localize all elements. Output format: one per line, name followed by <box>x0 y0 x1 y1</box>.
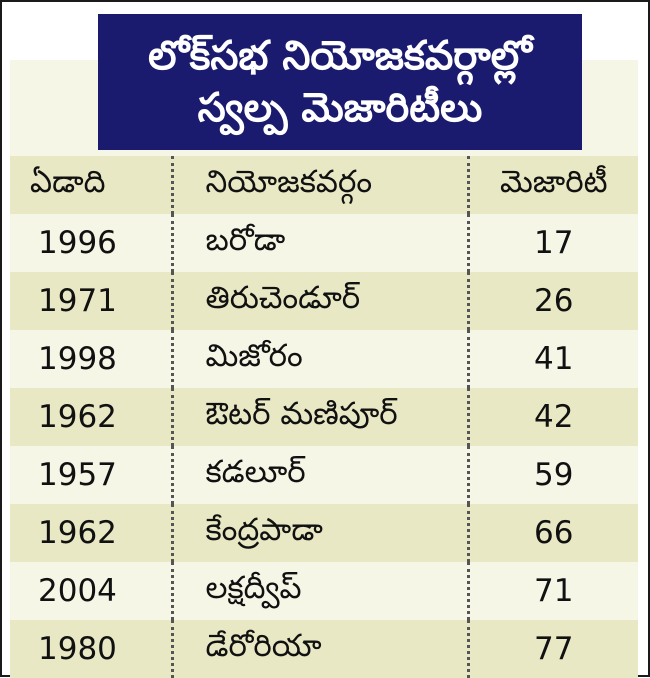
table-row: 1962 కేంద్రపాడా 66 <box>10 504 638 562</box>
cell-majority: 26 <box>466 272 638 330</box>
cell-majority: 41 <box>466 330 638 388</box>
cell-constituency: ఔటర్ మణిపూర్ <box>170 388 468 446</box>
table-row: 1971 తిరుచెండూర్ 26 <box>10 272 638 330</box>
cell-year: 1957 <box>10 446 172 504</box>
cell-year: 1996 <box>10 214 172 272</box>
cell-year: 1962 <box>10 388 172 446</box>
cell-year: 1971 <box>10 272 172 330</box>
cell-constituency: కడలూర్ <box>170 446 468 504</box>
table-header-row: ఏడాది నియోజకవర్గం మెజారిటీ <box>10 156 638 214</box>
header-majority: మెజారిటీ <box>466 156 638 214</box>
cell-constituency: తిరుచెండూర్ <box>170 272 468 330</box>
table-row: 1998 మిజోరం 41 <box>10 330 638 388</box>
title-line-2: స్వల్ప మెజారిటీలు <box>197 85 483 131</box>
cell-year: 1998 <box>10 330 172 388</box>
header-constituency: నియోజకవర్గం <box>170 156 468 214</box>
cell-constituency: కేంద్రపాడా <box>170 504 468 562</box>
cell-majority: 17 <box>466 214 638 272</box>
table-row: 1957 కడలూర్ 59 <box>10 446 638 504</box>
cell-year: 1962 <box>10 504 172 562</box>
cell-majority: 71 <box>466 562 638 620</box>
title-box: లోక్‌సభ నియోజకవర్గాల్లో స్వల్ప మెజారిటీల… <box>98 14 582 150</box>
cell-constituency: బరోడా <box>170 214 468 272</box>
table-row: 1996 బరోడా 17 <box>10 214 638 272</box>
table-row: 2004 లక్షద్వీప్ 71 <box>10 562 638 620</box>
cell-constituency: మిజోరం <box>170 330 468 388</box>
header-year: ఏడాది <box>10 156 172 214</box>
majority-table: ఏడాది నియోజకవర్గం మెజారిటీ 1996 బరోడా 17… <box>10 156 638 678</box>
cell-majority: 59 <box>466 446 638 504</box>
cell-constituency: డేరోరియా <box>170 620 468 678</box>
cell-year: 2004 <box>10 562 172 620</box>
cell-majority: 42 <box>466 388 638 446</box>
title-line-1: లోక్‌సభ నియోజకవర్గాల్లో <box>148 33 532 79</box>
table-row: 1962 ఔటర్ మణిపూర్ 42 <box>10 388 638 446</box>
cell-majority: 77 <box>466 620 638 678</box>
cell-majority: 66 <box>466 504 638 562</box>
cell-constituency: లక్షద్వీప్ <box>170 562 468 620</box>
cell-year: 1980 <box>10 620 172 678</box>
table-row: 1980 డేరోరియా 77 <box>10 620 638 678</box>
